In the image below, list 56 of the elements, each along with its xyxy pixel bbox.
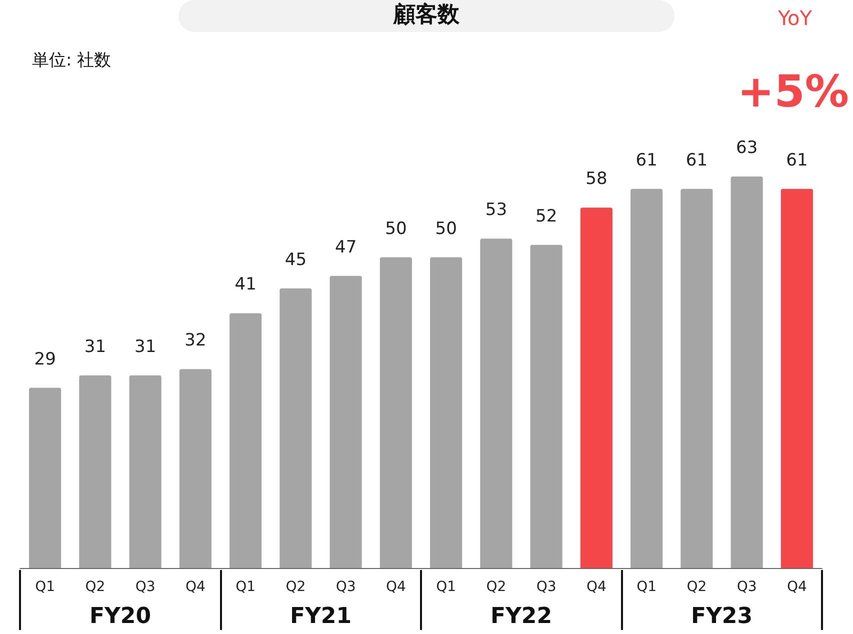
data-label: 31 [134,336,156,357]
data-label: 58 [586,169,608,190]
chart-title: 顧客数 [392,2,460,28]
x-tick-label: Q4 [586,579,606,595]
bar [79,375,112,568]
x-tick-label: Q2 [686,579,707,595]
x-tick-label: Q1 [436,579,456,595]
text: FY23 [690,604,754,629]
data-label: 31 [84,336,106,357]
text: FY20 [88,604,152,629]
bar [280,288,312,568]
text: FY21 [288,604,353,629]
x-tick-label: Q4 [786,579,807,595]
bar [680,188,713,568]
data-label: 45 [284,250,307,270]
text: +5% [737,66,850,118]
x-tick-label: Q3 [135,579,156,595]
text: 単位: 社数 [32,50,112,70]
data-label: 53 [485,200,508,220]
data-label: 47 [334,237,357,258]
x-tick-label: Q3 [536,579,556,595]
data-label: 50 [385,218,407,239]
bar [780,188,813,568]
bar [230,313,262,568]
data-label: 41 [234,274,256,295]
data-label: 50 [435,218,457,239]
x-tick-label: Q4 [386,579,406,595]
bar [380,257,412,568]
bar [430,257,462,568]
x-tick-label: Q1 [636,579,657,595]
bar [730,176,763,568]
text: YoY [777,6,813,30]
text: FY22 [489,604,554,629]
bar [179,369,212,568]
data-label: 29 [34,349,56,370]
x-tick-label: Q3 [736,579,757,595]
x-tick-label: Q3 [336,579,356,595]
x-tick-label: Q2 [286,579,306,595]
bar [480,238,512,568]
bar [530,244,562,568]
x-tick-label: Q1 [236,579,256,595]
data-label: 52 [535,206,558,226]
x-tick-label: Q4 [185,579,206,595]
x-tick-label: Q2 [486,579,506,595]
data-label: 61 [636,150,658,170]
data-label: 61 [686,150,708,170]
bar [129,375,162,568]
data-label: 63 [736,138,758,158]
data-label: 32 [184,330,206,351]
bar [330,276,362,568]
data-label: 61 [786,150,808,170]
bar [630,188,663,568]
x-tick-label: Q2 [85,579,106,595]
bar [580,208,612,568]
x-tick-label: Q1 [35,579,56,595]
bar [29,388,62,568]
